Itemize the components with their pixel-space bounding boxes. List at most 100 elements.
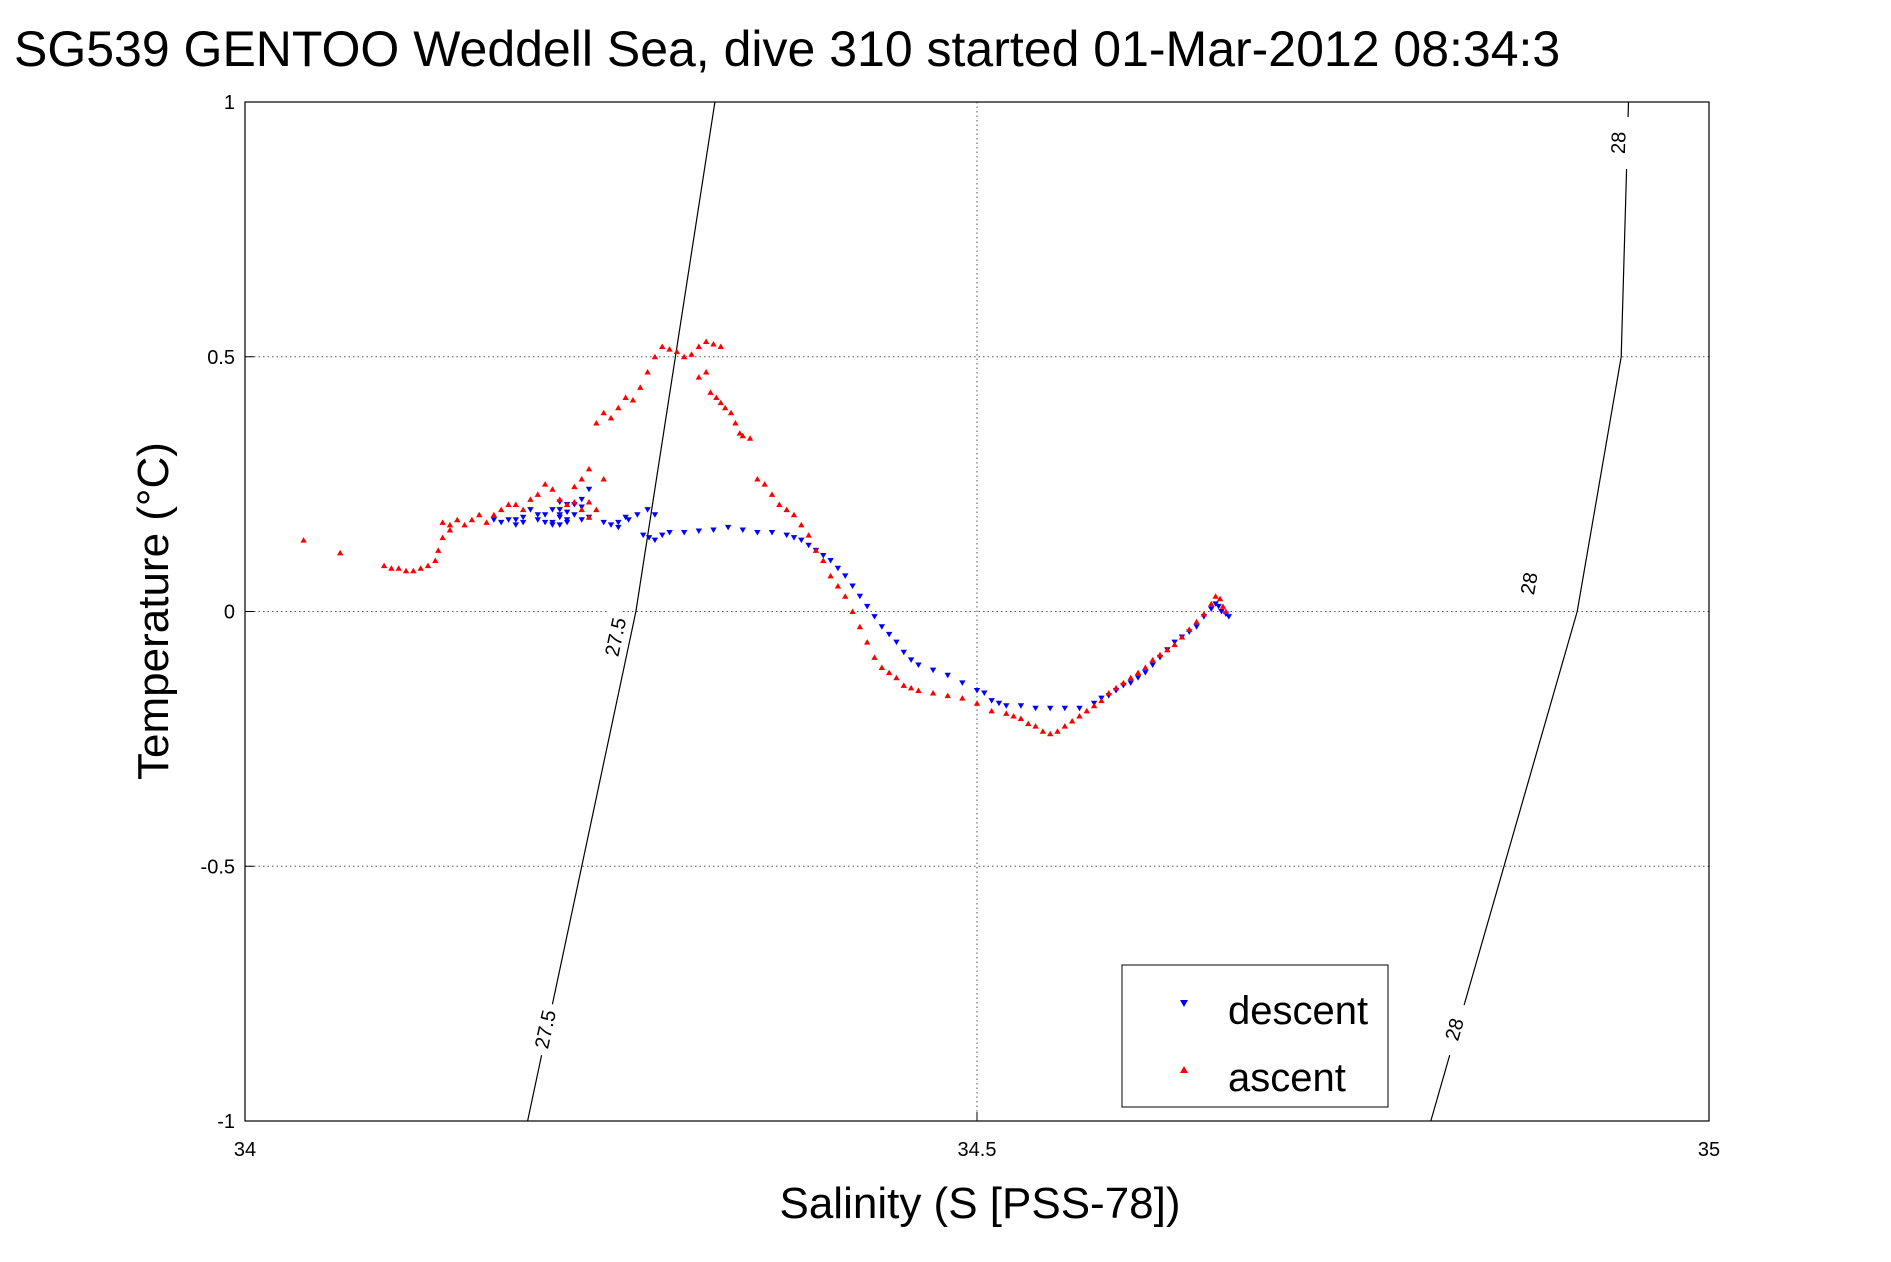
data-point-descent bbox=[973, 687, 981, 694]
data-point-ascent bbox=[519, 506, 527, 513]
data-point-descent bbox=[607, 522, 615, 528]
data-point-descent bbox=[1047, 705, 1054, 712]
data-point-ascent bbox=[842, 593, 849, 599]
data-point-ascent bbox=[1171, 641, 1178, 648]
data-point-descent bbox=[1225, 614, 1233, 620]
data-point-ascent bbox=[446, 521, 454, 528]
data-point-ascent bbox=[761, 481, 768, 487]
data-point-ascent bbox=[417, 565, 424, 571]
series-descent bbox=[490, 486, 1233, 712]
data-point-descent bbox=[1127, 680, 1134, 686]
data-point-ascent bbox=[402, 567, 410, 574]
data-point-descent bbox=[1142, 670, 1149, 676]
data-point-ascent bbox=[746, 435, 754, 441]
data-point-descent bbox=[563, 509, 571, 516]
data-point-ascent bbox=[1200, 611, 1208, 617]
data-point-descent bbox=[490, 517, 498, 523]
data-point-ascent bbox=[410, 567, 417, 574]
data-point-descent bbox=[805, 542, 812, 549]
data-point-ascent bbox=[1164, 646, 1171, 653]
data-point-descent bbox=[578, 496, 585, 503]
data-point-ascent bbox=[1127, 674, 1134, 681]
data-point-ascent bbox=[1025, 720, 1032, 727]
legend-marker-ascent bbox=[1180, 1066, 1188, 1073]
data-point-descent bbox=[885, 631, 893, 638]
data-point-descent bbox=[988, 698, 995, 704]
data-point-descent bbox=[834, 565, 842, 572]
data-point-descent bbox=[534, 517, 541, 523]
data-point-descent bbox=[981, 690, 988, 697]
data-point-ascent bbox=[1068, 718, 1076, 724]
data-point-descent bbox=[645, 535, 653, 541]
data-point-ascent bbox=[893, 674, 900, 681]
data-point-ascent bbox=[468, 516, 476, 523]
data-point-ascent bbox=[600, 409, 607, 416]
data-point-ascent bbox=[454, 516, 461, 523]
data-point-ascent bbox=[1156, 651, 1164, 658]
data-point-descent bbox=[929, 667, 937, 674]
data-point-ascent bbox=[1010, 712, 1017, 719]
chart-title: SG539 GENTOO Weddell Sea, dive 310 start… bbox=[14, 21, 1560, 77]
data-point-ascent bbox=[461, 521, 468, 528]
contour-label: 28 bbox=[1608, 131, 1631, 154]
data-point-descent bbox=[900, 649, 907, 656]
data-point-ascent bbox=[702, 338, 710, 344]
data-point-ascent bbox=[798, 521, 805, 528]
data-point-ascent bbox=[988, 707, 995, 714]
data-point-ascent bbox=[849, 608, 856, 614]
data-point-ascent bbox=[615, 404, 622, 411]
data-point-ascent bbox=[973, 700, 981, 706]
data-point-descent bbox=[644, 507, 651, 513]
data-point-ascent bbox=[512, 501, 520, 508]
data-point-ascent bbox=[827, 572, 834, 579]
data-point-ascent bbox=[432, 557, 439, 564]
data-point-ascent bbox=[717, 399, 724, 406]
data-point-descent bbox=[541, 519, 549, 526]
data-point-descent bbox=[571, 512, 578, 518]
legend-box bbox=[1121, 964, 1389, 1108]
data-point-descent bbox=[1149, 662, 1156, 668]
data-point-descent bbox=[1218, 609, 1225, 615]
y-tick-label: 1 bbox=[224, 92, 235, 114]
data-point-descent bbox=[527, 507, 534, 513]
data-point-ascent bbox=[380, 562, 388, 569]
legend-label-ascent: ascent bbox=[1228, 1056, 1346, 1100]
axis-ticks bbox=[244, 101, 1710, 1122]
y-tick-label: 0.5 bbox=[207, 347, 235, 369]
data-point-descent bbox=[666, 530, 673, 536]
legend: descent ascent bbox=[1121, 964, 1389, 1108]
data-point-descent bbox=[534, 512, 541, 518]
data-point-descent bbox=[556, 514, 563, 521]
data-point-descent bbox=[1032, 705, 1039, 712]
data-point-descent bbox=[549, 522, 556, 528]
data-point-ascent bbox=[1222, 608, 1230, 614]
data-point-descent bbox=[651, 512, 659, 518]
x-axis-label: Salinity (S [PSS-78]) bbox=[779, 1179, 1180, 1228]
data-point-descent bbox=[827, 558, 834, 564]
data-point-ascent bbox=[688, 351, 695, 357]
data-point-ascent bbox=[710, 341, 717, 347]
data-point-descent bbox=[549, 507, 556, 513]
data-point-descent bbox=[907, 657, 915, 663]
data-point-ascent bbox=[300, 537, 307, 543]
data-point-ascent bbox=[527, 496, 534, 502]
data-point-ascent bbox=[593, 419, 600, 426]
contour-label: 27.5 bbox=[531, 1008, 561, 1051]
data-point-ascent bbox=[637, 384, 644, 390]
data-point-descent bbox=[512, 517, 520, 523]
data-point-ascent bbox=[717, 343, 724, 350]
data-point-ascent bbox=[790, 511, 798, 518]
data-point-ascent bbox=[578, 476, 585, 482]
contour-label-bg bbox=[598, 609, 633, 665]
data-point-descent bbox=[878, 624, 886, 630]
data-point-descent bbox=[724, 524, 732, 531]
data-point-ascent bbox=[1219, 603, 1227, 609]
data-point-ascent bbox=[878, 664, 886, 671]
data-point-descent bbox=[625, 517, 632, 523]
data-point-ascent bbox=[498, 506, 505, 513]
data-point-ascent bbox=[702, 369, 710, 375]
data-point-ascent bbox=[1090, 702, 1098, 709]
data-point-descent bbox=[1134, 675, 1142, 681]
data-point-descent bbox=[959, 680, 966, 686]
data-point-descent bbox=[556, 522, 563, 528]
